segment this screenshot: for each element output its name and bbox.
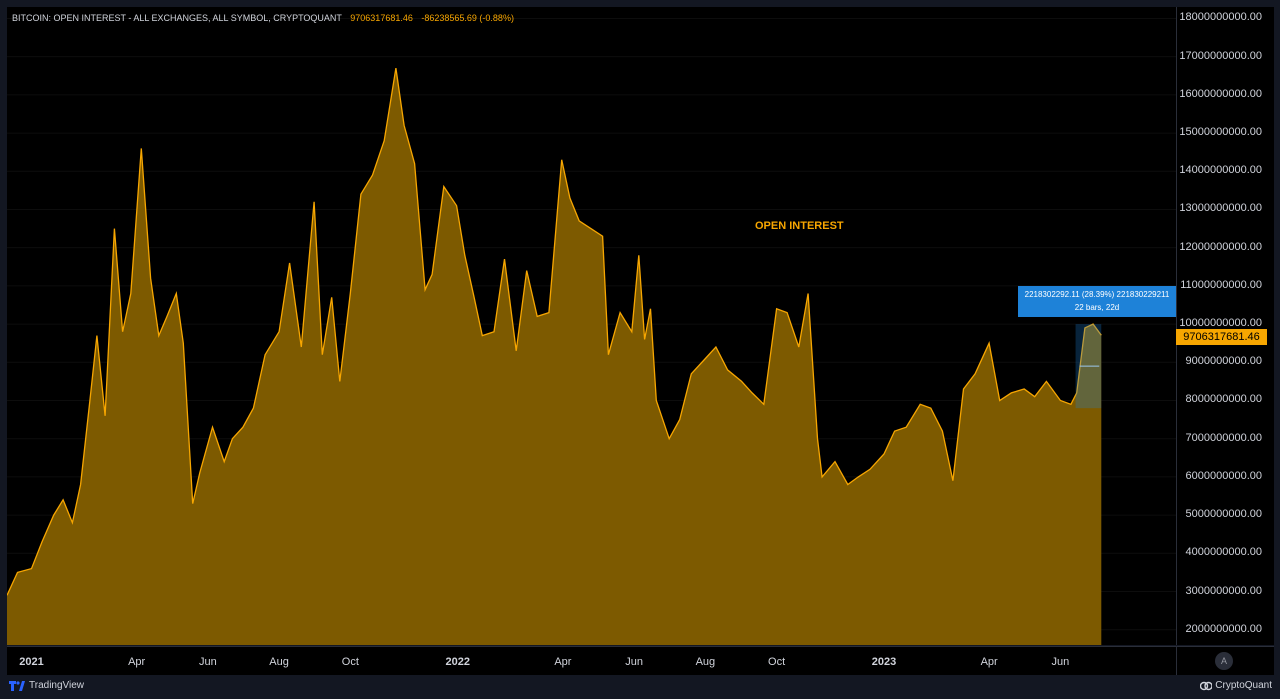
last-price-tag: 9706317681.46 <box>1176 329 1267 345</box>
y-tick-label: 18000000000.00 <box>1179 11 1262 24</box>
measure-line-2: 22 bars, 22d <box>1074 303 1120 312</box>
y-tick-label: 5000000000.00 <box>1185 508 1262 521</box>
y-tick-label: 13000000000.00 <box>1179 202 1262 215</box>
cryptoquant-icon <box>1200 681 1213 690</box>
series-legend[interactable]: BITCOIN: OPEN INTEREST - ALL EXCHANGES, … <box>12 13 514 23</box>
x-tick-label: Apr <box>128 656 146 668</box>
x-tick-label: Apr <box>554 656 572 668</box>
y-tick-label: 15000000000.00 <box>1179 126 1262 139</box>
y-tick-label: 8000000000.00 <box>1185 393 1262 406</box>
x-tick-label: Aug <box>269 656 289 668</box>
series-change: -86238565.69 (-0.88%) <box>421 13 514 23</box>
y-tick-label: 17000000000.00 <box>1179 49 1262 62</box>
y-tick-label: 3000000000.00 <box>1185 584 1262 597</box>
cryptoquant-label: CryptoQuant <box>1215 680 1272 691</box>
y-tick-label: 4000000000.00 <box>1185 546 1262 559</box>
tradingview-logo[interactable]: TradingView <box>9 680 84 691</box>
time-axis[interactable]: 2021 Apr Jun Aug Oct 2022 Apr Jun Aug Oct 2023 Apr J… <box>7 646 1176 675</box>
footer-bar: TradingView CryptoQuant <box>0 675 1280 699</box>
x-tick-label: 2021 <box>19 656 44 668</box>
x-tick-label: Jun <box>198 656 217 668</box>
area-chart <box>7 17 1176 645</box>
x-tick-label: Apr <box>980 656 998 668</box>
measure-line-1: 2218302292.11 (28.39%) 221830229211 <box>1024 290 1170 299</box>
y-tick-label: 9000000000.00 <box>1185 355 1262 368</box>
axis-corner: A <box>1176 646 1274 675</box>
series-name: BITCOIN: OPEN INTEREST - ALL EXCHANGES, … <box>12 13 342 23</box>
x-tick-label: Oct <box>341 656 359 668</box>
cryptoquant-logo: CryptoQuant <box>1200 680 1272 691</box>
y-tick-label: 11000000000.00 <box>1180 278 1262 291</box>
y-tick-label: 14000000000.00 <box>1179 164 1262 177</box>
series-last-value: 9706317681.46 <box>350 13 413 23</box>
x-tick-label: 2022 <box>445 656 471 668</box>
tradingview-icon <box>9 680 25 691</box>
tradingview-label: TradingView <box>29 680 85 691</box>
y-tick-label: 12000000000.00 <box>1179 240 1262 253</box>
open-interest-line <box>7 67 1102 596</box>
auto-scale-button[interactable]: A <box>1215 652 1233 670</box>
x-tick-label: Oct <box>768 656 786 668</box>
price-axis[interactable]: 2000000000.00 3000000000.00 4000000000.00 5… <box>1176 7 1274 645</box>
y-tick-label: 16000000000.00 <box>1179 87 1262 100</box>
open-interest-area <box>7 68 1102 645</box>
y-tick-label: 2000000000.00 <box>1185 622 1262 635</box>
y-tick-label: 6000000000.00 <box>1185 469 1262 482</box>
y-tick-label: 10000000000.00 <box>1179 317 1262 330</box>
plot-area[interactable]: BITCOIN: OPEN INTEREST - ALL EXCHANGES, … <box>7 7 1176 645</box>
y-tick-label: 7000000000.00 <box>1185 431 1262 444</box>
x-tick-label: Jun <box>1051 656 1070 668</box>
open-interest-annotation: OPEN INTEREST <box>755 220 844 232</box>
x-tick-label: Jun <box>625 656 643 668</box>
x-tick-label: Aug <box>695 656 716 668</box>
x-tick-label: 2023 <box>871 656 897 668</box>
measure-tooltip: 2218302292.11 (28.39%) 221830229211 22 b… <box>1018 286 1176 317</box>
